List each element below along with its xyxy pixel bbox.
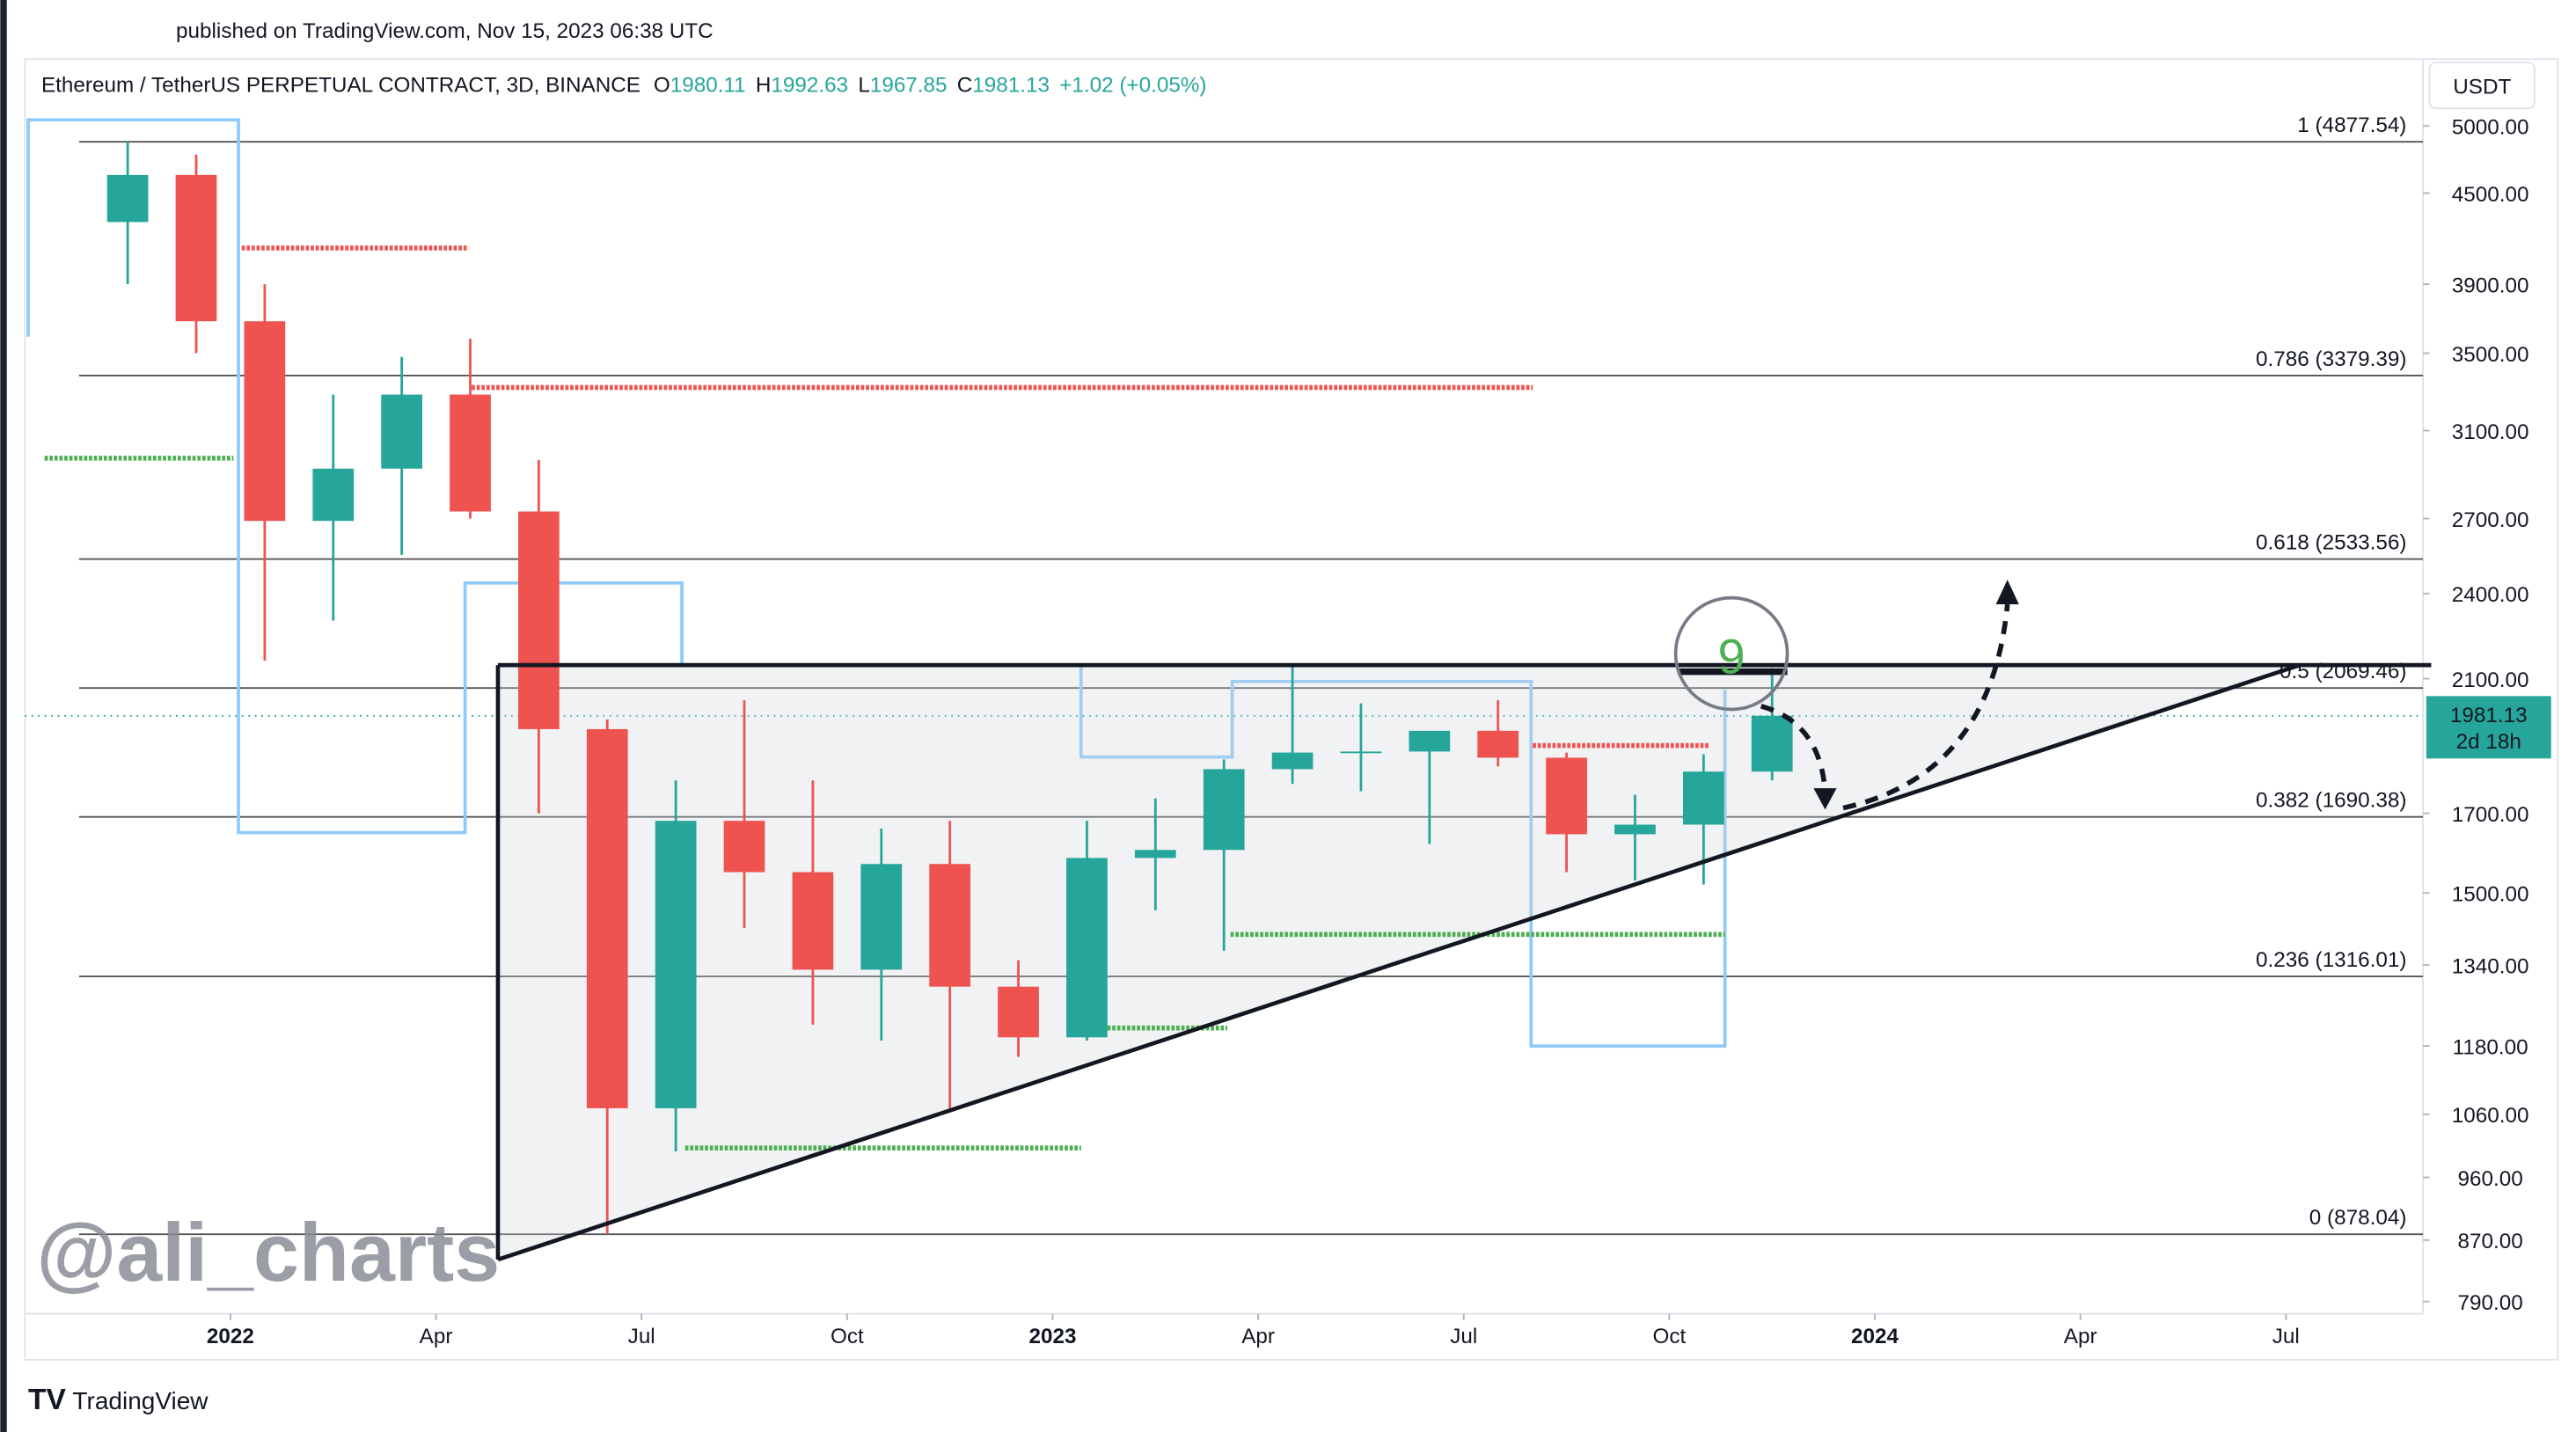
candle-body <box>244 321 286 522</box>
quote-value: 1992.63 <box>771 74 848 98</box>
quote-value: 1967.85 <box>870 74 948 98</box>
watermark: @ali_charts <box>36 1207 500 1298</box>
y-tick-label: 3900.00 <box>2452 274 2529 298</box>
fib-label: 0 (878.04) <box>2309 1206 2407 1230</box>
candle-body <box>655 821 697 1108</box>
candle-body <box>1751 715 1793 772</box>
arrow-down <box>1760 704 1828 793</box>
quote-value: 1980.11 <box>670 74 746 98</box>
y-tick-label: 2100.00 <box>2452 669 2529 692</box>
y-tick-label: 1180.00 <box>2453 1035 2528 1059</box>
symbol: Ethereum / TetherUS PERPETUAL CONTRACT, … <box>41 74 640 98</box>
x-tick-label: 2024 <box>1851 1325 1899 1348</box>
candles <box>106 142 1793 1235</box>
candle-body <box>1271 752 1314 770</box>
arrow-up <box>1842 603 2010 811</box>
fib-label: 0.382 (1690.38) <box>2256 789 2406 813</box>
quote-label: O <box>654 74 670 98</box>
fib-label: 0.5 (2069.46) <box>2280 660 2406 683</box>
candle-body <box>1614 824 1656 835</box>
x-tick-label: Oct <box>1653 1325 1687 1348</box>
candle-body <box>1203 769 1245 851</box>
symbol-line: Ethereum / TetherUS PERPETUAL CONTRACT, … <box>41 74 1207 98</box>
y-tick-label: 3100.00 <box>2452 420 2529 444</box>
candle-body <box>106 174 149 223</box>
candle-body <box>1477 730 1519 758</box>
candle-body <box>1409 730 1451 752</box>
quote-change: +1.02 (+0.05%) <box>1059 74 1206 98</box>
signal-count: 9 <box>1718 628 1745 683</box>
y-tick-label: 870.00 <box>2458 1230 2523 1253</box>
candle-body <box>1682 771 1724 825</box>
last-price-badge <box>2426 696 2551 759</box>
signal-circle <box>1673 595 1789 712</box>
edge <box>0 0 7 1432</box>
currency: USDT <box>2453 75 2511 99</box>
quote-label: L <box>858 74 870 98</box>
brand: TradingView <box>72 1387 209 1414</box>
candle-body <box>998 986 1039 1038</box>
y-tick-label: 790.00 <box>2458 1291 2523 1315</box>
quote-label: H <box>756 74 772 98</box>
candle-body <box>312 468 355 522</box>
y-tick-label: 1700.00 <box>2452 803 2529 827</box>
y-tick-label: 2700.00 <box>2452 508 2529 532</box>
candle-body <box>860 864 903 970</box>
quote-value: 1981.13 <box>972 74 1050 98</box>
x-tick-label: 2022 <box>207 1325 254 1348</box>
y-tick-label: 4500.00 <box>2452 183 2529 207</box>
candle-body <box>518 511 560 729</box>
candle-body <box>1066 858 1108 1038</box>
quote-label: C <box>957 74 973 98</box>
x-tick-label: Jul <box>1450 1325 1477 1348</box>
x-tick-label: Apr <box>2064 1325 2097 1348</box>
candle-body <box>175 174 217 322</box>
fib-label: 0.618 (2533.56) <box>2256 530 2406 554</box>
candle-body <box>1546 757 1587 835</box>
x-tick-label: Jul <box>628 1325 655 1348</box>
candle-body <box>1134 850 1176 858</box>
y-tick-label: 1060.00 <box>2452 1104 2529 1128</box>
x-tick-label: Jul <box>2272 1325 2300 1348</box>
y-tick-label: 1340.00 <box>2452 954 2529 978</box>
candle-body <box>792 872 834 970</box>
fib-label: 0.786 (3379.39) <box>2256 347 2406 371</box>
y-tick-label: 3500.00 <box>2452 343 2529 367</box>
grid <box>25 125 2430 1321</box>
currency-box <box>2428 62 2536 110</box>
brand-logo: TV <box>28 1384 67 1416</box>
candle-body <box>586 728 628 1108</box>
triangle-base <box>497 662 2301 1262</box>
countdown: 2d 18h <box>2456 730 2521 754</box>
x-tick-label: 2023 <box>1028 1325 1076 1348</box>
last-price: 1981.13 <box>2450 704 2528 727</box>
candle-body <box>381 394 422 469</box>
candle-body <box>450 394 491 512</box>
fib-label: 1 (4877.54) <box>2297 113 2406 137</box>
chart-frame <box>24 58 2559 1361</box>
candle-body <box>1340 751 1382 754</box>
y-tick-label: 1500.00 <box>2452 883 2529 907</box>
y-tick-label: 2400.00 <box>2452 583 2529 607</box>
arrow-head <box>1813 788 1837 810</box>
x-tick-label: Apr <box>1241 1325 1275 1348</box>
published-note: published on TradingView.com, Nov 15, 20… <box>176 19 714 43</box>
candle-body <box>723 821 765 873</box>
candle-body <box>929 864 971 987</box>
arrow-head <box>1995 580 2019 605</box>
y-tick-label: 960.00 <box>2458 1167 2523 1191</box>
y-tick-label: 5000.00 <box>2452 116 2529 140</box>
x-tick-label: Apr <box>420 1325 453 1348</box>
fib-label: 0.236 (1316.01) <box>2256 948 2406 972</box>
x-tick-label: Oct <box>831 1325 864 1348</box>
